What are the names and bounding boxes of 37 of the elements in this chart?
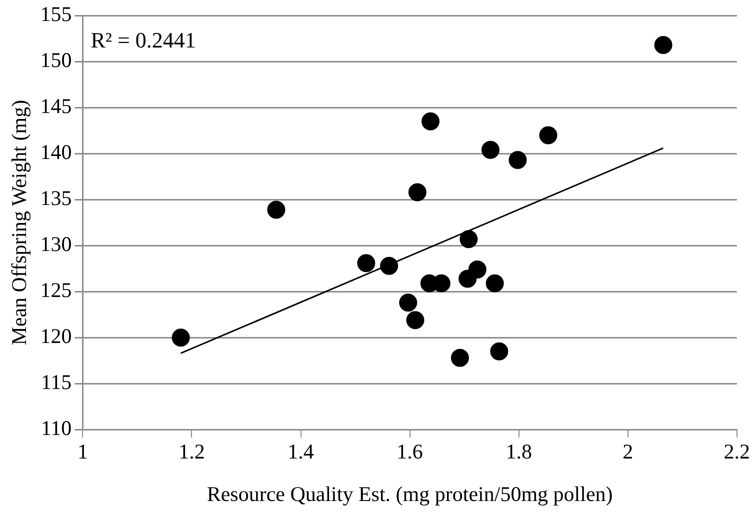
- point: [486, 274, 504, 292]
- x-tick-label: 1.2: [178, 440, 205, 464]
- y-tick-label: 155: [40, 2, 72, 26]
- point: [422, 112, 440, 130]
- point: [539, 126, 558, 144]
- x-tick-label: 1.4: [288, 440, 314, 464]
- y-tick-label: 120: [40, 324, 72, 348]
- y-tick-label: 150: [40, 48, 72, 72]
- point: [408, 183, 426, 202]
- point: [654, 36, 672, 54]
- x-axis-title: Resource Quality Est. (mg protein/50mg pollen): [206, 482, 613, 506]
- y-tick-label: 115: [40, 370, 72, 394]
- point: [508, 151, 527, 170]
- x-tick-label: 2: [622, 440, 634, 464]
- y-axis-title: Mean Offspring Weight (mg): [7, 100, 32, 346]
- y-tick-label: 145: [40, 94, 72, 118]
- y-tick-label: 135: [40, 186, 72, 210]
- point: [468, 260, 486, 279]
- point: [406, 311, 424, 330]
- x-tick-label: 1: [77, 440, 88, 464]
- point: [172, 328, 190, 347]
- annotation: R² = 0.2441: [90, 27, 196, 52]
- point: [267, 200, 286, 219]
- y-tick-label: 125: [40, 278, 72, 302]
- point: [450, 348, 469, 367]
- point: [357, 254, 376, 272]
- x-tick-label: 1.8: [506, 440, 532, 464]
- y-tick-label: 140: [40, 140, 72, 164]
- point: [490, 342, 508, 360]
- point: [481, 140, 500, 159]
- y-tick-label: 110: [40, 416, 72, 440]
- point: [380, 256, 398, 275]
- y-tick-label: 130: [40, 232, 72, 256]
- x-tick-label: 1.6: [396, 440, 423, 464]
- point: [460, 230, 478, 248]
- x-tick-label: 2.2: [724, 440, 750, 464]
- point: [399, 294, 418, 312]
